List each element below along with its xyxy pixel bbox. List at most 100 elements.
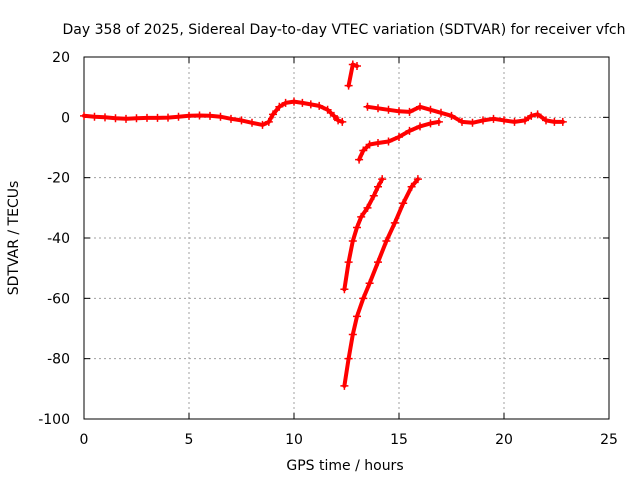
data-point xyxy=(206,111,214,120)
data-point xyxy=(227,114,235,123)
y-tick-label: 0 xyxy=(61,110,70,126)
data-point xyxy=(269,110,277,119)
data-point xyxy=(348,237,357,246)
data-point xyxy=(340,381,349,390)
data-point xyxy=(390,218,399,227)
data-point xyxy=(237,116,246,125)
data-point xyxy=(357,212,366,221)
x-tick-label: 25 xyxy=(600,432,618,448)
x-tick-label: 0 xyxy=(80,432,89,448)
data-point xyxy=(500,116,508,125)
data-point xyxy=(489,114,498,123)
y-tick-label: -40 xyxy=(47,231,70,247)
axis-ticks: 0 5 10 15 20 25 -100 -80 -60 -40 -20 0 20 xyxy=(38,50,618,448)
data-point xyxy=(143,113,151,122)
data-point xyxy=(378,175,387,184)
data-point xyxy=(384,105,393,114)
data-point xyxy=(132,114,141,123)
data-point xyxy=(558,117,567,126)
y-tick-label: -80 xyxy=(47,352,70,368)
data-point xyxy=(374,258,382,267)
data-point xyxy=(353,312,361,321)
data-point xyxy=(426,119,435,128)
data-point xyxy=(355,155,364,164)
data-point xyxy=(329,111,338,120)
data-point xyxy=(527,111,536,120)
data-point xyxy=(216,112,225,121)
data-point xyxy=(338,117,347,126)
data-point xyxy=(290,97,298,106)
data-point xyxy=(479,116,487,125)
data-point xyxy=(399,199,408,208)
data-point xyxy=(334,116,343,125)
data-point xyxy=(281,98,290,107)
data-point xyxy=(468,118,477,127)
series-3 xyxy=(363,102,567,127)
data-point xyxy=(447,111,456,120)
data-point xyxy=(458,117,466,126)
data-point xyxy=(122,114,130,123)
data-point xyxy=(359,294,368,303)
data-point xyxy=(533,110,542,119)
data-point xyxy=(369,191,378,200)
data-point xyxy=(434,117,443,126)
data-point xyxy=(510,117,519,126)
data-point xyxy=(306,100,315,109)
data-point xyxy=(363,102,372,111)
data-point xyxy=(264,117,273,126)
data-point xyxy=(395,132,403,141)
data-point xyxy=(90,112,99,121)
data-point xyxy=(382,237,391,246)
data-point xyxy=(353,223,361,232)
data-point xyxy=(195,111,204,120)
data-point xyxy=(384,137,393,146)
data-point xyxy=(416,122,424,131)
data-point xyxy=(405,126,414,135)
series-5 xyxy=(340,175,387,294)
series-2 xyxy=(344,60,361,90)
data-point xyxy=(407,182,416,191)
y-tick-label: -100 xyxy=(38,412,70,428)
data-point xyxy=(315,101,324,110)
data-point xyxy=(365,279,374,288)
data-points xyxy=(80,60,567,390)
x-tick-label: 20 xyxy=(495,432,513,448)
data-point xyxy=(298,98,307,107)
y-tick-label: -60 xyxy=(47,291,70,307)
data-point xyxy=(344,258,353,267)
data-point xyxy=(258,120,267,129)
data-point xyxy=(550,117,559,126)
y-axis-label: SDTVAR / TECUs xyxy=(6,181,22,296)
data-point xyxy=(426,105,435,114)
data-point xyxy=(416,102,424,111)
x-tick-label: 5 xyxy=(185,432,194,448)
data-point xyxy=(374,182,382,191)
data-point xyxy=(111,114,120,123)
data-point xyxy=(174,112,183,121)
data-point xyxy=(374,104,382,113)
data-point xyxy=(344,81,353,90)
data-point xyxy=(340,285,349,294)
data-point xyxy=(363,203,372,212)
data-point xyxy=(413,175,422,184)
data-point xyxy=(348,60,357,69)
data-point xyxy=(374,138,382,147)
data-point xyxy=(348,330,357,339)
data-point xyxy=(344,354,353,363)
chart-title: Day 358 of 2025, Sidereal Day-to-day VTE… xyxy=(62,22,625,38)
x-tick-label: 10 xyxy=(285,432,303,448)
x-axis-label: GPS time / hours xyxy=(286,458,403,474)
data-point xyxy=(153,113,162,122)
data-point xyxy=(359,146,368,155)
series-4 xyxy=(355,117,443,164)
data-point xyxy=(437,108,445,117)
data-point xyxy=(185,111,193,120)
data-point xyxy=(542,116,550,125)
y-tick-label: 20 xyxy=(52,50,70,66)
x-tick-label: 15 xyxy=(390,432,408,448)
data-point xyxy=(323,105,332,114)
data-point xyxy=(248,118,256,127)
data-point xyxy=(365,140,374,149)
data-point xyxy=(164,113,172,122)
data-point xyxy=(80,111,88,120)
